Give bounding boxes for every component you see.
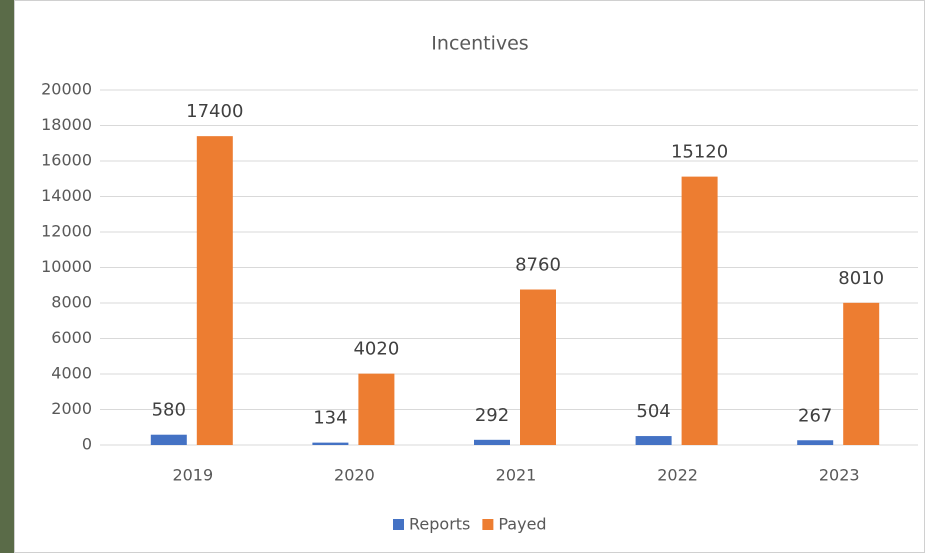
bar [312,443,348,445]
y-tick-label: 12000 [41,222,92,241]
data-label: 134 [313,408,347,429]
x-tick-label: 2023 [819,466,860,485]
background-strip [0,0,14,553]
chart-area [15,1,925,553]
legend-label: Payed [498,515,546,534]
y-tick-label: 2000 [51,399,92,418]
x-tick-label: 2022 [657,466,698,485]
data-label: 292 [475,405,509,426]
y-tick-label: 6000 [51,328,92,347]
bar [636,436,672,445]
x-tick-label: 2021 [496,466,537,485]
legend-swatch [393,519,404,530]
bar [682,177,718,445]
y-tick-label: 4000 [51,364,92,383]
data-label: 4020 [353,339,399,360]
data-label: 15120 [671,142,728,163]
x-tick-label: 2019 [172,466,213,485]
y-tick-label: 14000 [41,186,92,205]
chart: Incentives 0 2000 4000 6000 8000 10000 12000 14… [0,0,925,553]
y-tick-label: 20000 [41,80,92,99]
bar [358,374,394,445]
data-label: 504 [636,401,670,422]
y-tick-label: 0 [82,435,92,454]
y-tick-label: 10000 [41,257,92,276]
page: {"chart_data": {"type": "bar", "title": … [0,0,925,553]
data-label: 267 [798,405,832,426]
data-label: 8760 [515,255,561,276]
data-label: 580 [152,400,186,421]
bar [474,440,510,445]
bar [797,440,833,445]
bar [151,435,187,445]
bar [197,136,233,445]
data-label: 17400 [186,101,243,122]
legend-label: Reports [409,515,470,534]
y-tick-label: 8000 [51,293,92,312]
data-label: 8010 [838,268,884,289]
y-tick-label: 16000 [41,151,92,170]
legend-swatch [482,519,493,530]
x-tick-label: 2020 [334,466,375,485]
bar [843,303,879,445]
chart-title: Incentives [431,33,528,55]
y-tick-label: 18000 [41,115,92,134]
bar [520,290,556,445]
